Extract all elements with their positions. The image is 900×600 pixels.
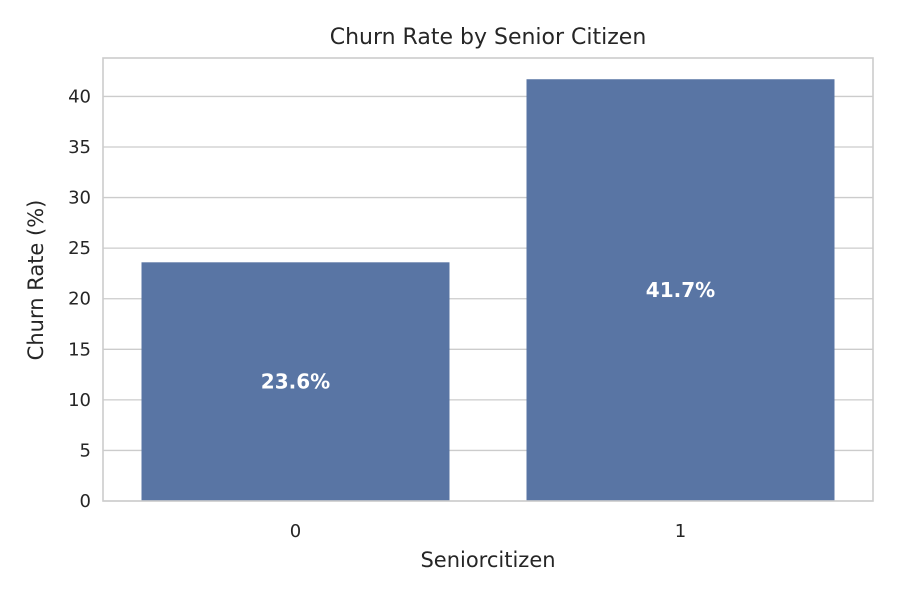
x-tick-label: 1 xyxy=(675,521,686,542)
y-tick-label: 20 xyxy=(68,289,91,310)
y-tick-label: 35 xyxy=(68,137,91,158)
y-tick-label: 40 xyxy=(68,86,91,107)
y-axis-label: Churn Rate (%) xyxy=(24,200,48,361)
bar-value-label: 23.6% xyxy=(261,370,330,394)
bar-1 xyxy=(526,79,835,502)
y-tick-label: 5 xyxy=(80,440,91,461)
bar-data-labels: 23.6% 41.7% xyxy=(261,278,715,394)
y-tick-label: 25 xyxy=(68,238,91,259)
chart-title: Churn Rate by Senior Citizen xyxy=(330,25,647,50)
bars xyxy=(141,79,835,502)
bar-value-label: 41.7% xyxy=(646,278,715,302)
y-axis-ticks: 0 5 10 15 20 25 30 35 40 xyxy=(68,86,91,512)
bar-0 xyxy=(141,262,450,501)
y-tick-label: 30 xyxy=(68,188,91,209)
x-tick-label: 0 xyxy=(290,521,301,542)
plot-frame xyxy=(102,57,874,502)
y-tick-label: 15 xyxy=(68,339,91,360)
x-axis-label: Seniorcitizen xyxy=(420,548,555,572)
y-tick-label: 10 xyxy=(68,390,91,411)
y-tick-label: 0 xyxy=(80,491,91,512)
